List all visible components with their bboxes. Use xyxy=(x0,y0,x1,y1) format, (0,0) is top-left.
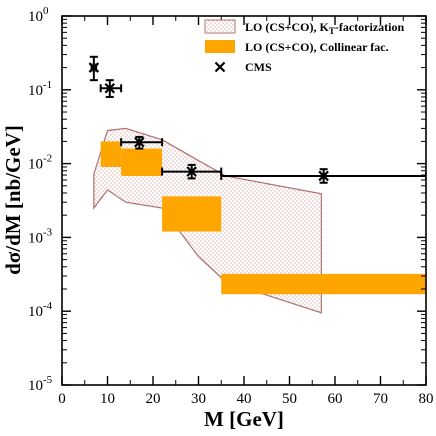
collinear-band-1 xyxy=(100,141,122,167)
y-tick-label: 10-3 xyxy=(28,226,53,246)
cms-point-1 xyxy=(88,55,100,82)
collinear-band-3 xyxy=(162,196,222,232)
y-tick-label: 10-2 xyxy=(28,153,52,173)
cms-cross-marker xyxy=(318,170,329,182)
y-tick-label: 10-5 xyxy=(28,374,53,394)
cms-cross-marker xyxy=(134,136,145,148)
legend-swatch-cross xyxy=(214,61,226,73)
x-tick-label: 40 xyxy=(237,391,252,407)
legend-label: CMS xyxy=(245,60,272,74)
cms-point-2 xyxy=(99,79,123,98)
x-tick-label: 30 xyxy=(191,391,206,407)
plot-area xyxy=(88,55,426,314)
legend-swatch-hatched xyxy=(204,19,236,34)
y-tick-label: 100 xyxy=(28,5,49,25)
y-tick-label: 10-1 xyxy=(28,79,52,99)
legend-label: LO (CS+CO), KT-factorization xyxy=(245,20,404,36)
x-tick-label: 50 xyxy=(282,391,297,407)
x-tick-label: 60 xyxy=(328,391,343,407)
x-tick-label: 20 xyxy=(146,391,161,407)
cms-point-3 xyxy=(120,135,164,150)
legend-item-3: CMS xyxy=(214,60,272,74)
x-tick-label: 80 xyxy=(419,391,434,407)
x-tick-label: 70 xyxy=(373,391,388,407)
cms-cross-marker xyxy=(104,82,116,94)
collinear-band-2 xyxy=(121,148,163,176)
y-axis-title: dσ/dM [nb/GeV] xyxy=(1,125,25,275)
cms-point-5 xyxy=(220,168,426,184)
legend-label: LO (CS+CO), Collinear fac. xyxy=(245,40,389,54)
legend-item-1: LO (CS+CO), KT-factorization xyxy=(204,19,404,36)
x-tick-label: 0 xyxy=(58,391,66,407)
x-axis-title: M [GeV] xyxy=(204,407,284,431)
collinear-band-4 xyxy=(221,273,426,295)
axes: 0 10 20 30 40 50 60 70 80 10-5 10-4 10-3 10-2 10-1 100 xyxy=(28,5,434,407)
cms-cross-marker xyxy=(186,166,197,177)
legend-item-2: LO (CS+CO), Collinear fac. xyxy=(205,40,389,54)
x-tick-label: 10 xyxy=(100,391,115,407)
legend-swatch-solid xyxy=(205,40,235,53)
cms-cross-marker xyxy=(88,62,100,73)
legend: LO (CS+CO), KT-factorization LO (CS+CO), … xyxy=(204,19,404,74)
y-tick-label: 10-4 xyxy=(28,300,53,320)
